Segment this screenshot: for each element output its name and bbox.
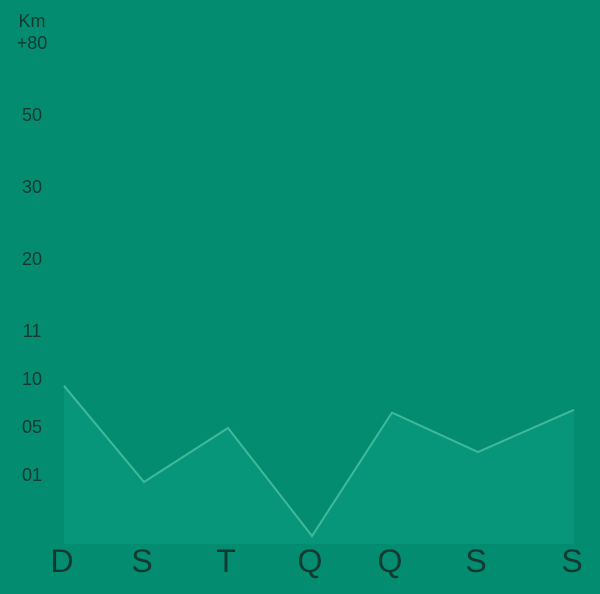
y-axis-unit-label: Km (18, 11, 46, 31)
x-tick-label: S (561, 543, 582, 579)
y-tick-label: 01 (22, 465, 42, 485)
y-tick-label: 11 (23, 321, 42, 341)
area-fill (64, 385, 574, 544)
x-tick-label: Q (298, 543, 323, 579)
x-tick-label: D (50, 543, 73, 579)
x-tick-label: S (131, 543, 152, 579)
x-tick-label: S (465, 543, 486, 579)
series-line (63, 385, 575, 538)
y-tick-label: 50 (22, 105, 42, 125)
y-tick-label: 30 (22, 177, 42, 197)
y-tick-label: 10 (22, 369, 42, 389)
x-tick-label: Q (378, 543, 403, 579)
y-tick-label: 20 (22, 249, 42, 269)
y-tick-label: 05 (22, 417, 42, 437)
y-axis-tick-labels: +80 50 30 20 11 10 05 01 (17, 33, 48, 485)
x-tick-label: T (216, 543, 236, 579)
y-tick-label: +80 (17, 33, 48, 53)
